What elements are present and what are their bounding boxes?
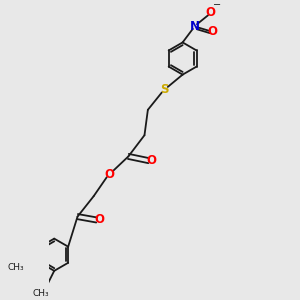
Text: CH₃: CH₃: [32, 289, 49, 298]
Text: S: S: [160, 83, 169, 96]
Text: O: O: [94, 214, 105, 226]
Text: O: O: [206, 6, 216, 19]
Text: O: O: [147, 154, 157, 167]
Text: −: −: [213, 0, 221, 10]
Text: CH₃: CH₃: [8, 262, 24, 272]
Text: N: N: [190, 20, 200, 33]
Text: O: O: [207, 25, 217, 38]
Text: O: O: [105, 168, 115, 181]
